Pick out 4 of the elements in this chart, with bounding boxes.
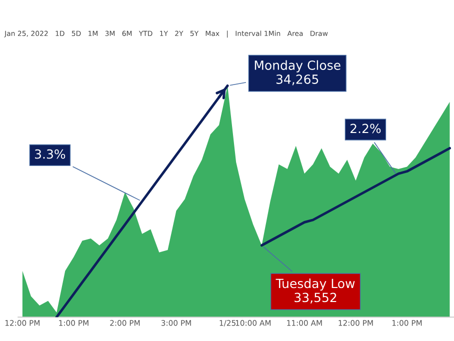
annotation: 3.3% — [35, 149, 66, 159]
annotation: Monday Close 34,265 — [254, 60, 340, 86]
annotation: 2.2% — [350, 124, 381, 134]
annotation: Tuesday Low 33,552 — [276, 278, 355, 304]
